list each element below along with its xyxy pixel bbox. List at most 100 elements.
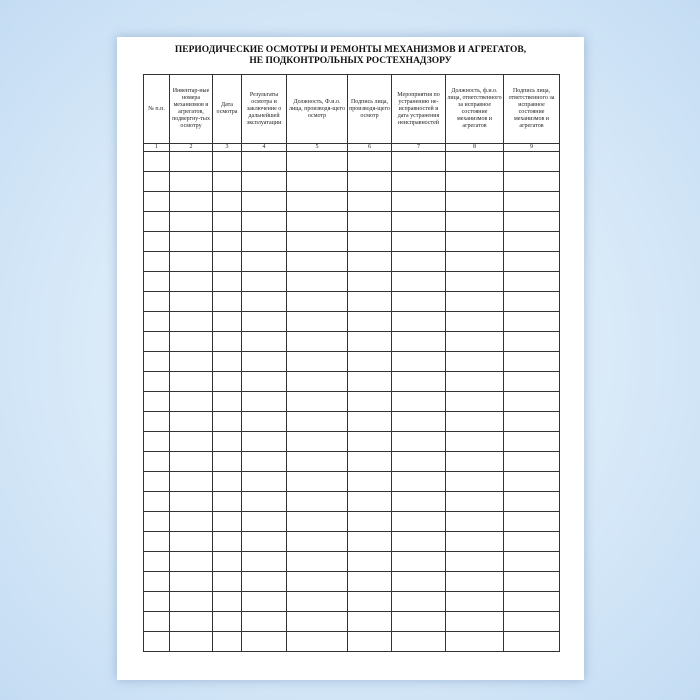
table-cell [212, 411, 242, 432]
table-cell [143, 351, 170, 372]
table-cell [212, 511, 242, 532]
column-header: № п.п. [143, 74, 170, 144]
table-cell [391, 331, 446, 352]
table-cell [169, 491, 213, 512]
table-cell [445, 371, 504, 392]
table-cell [286, 531, 348, 552]
table-cell [347, 351, 392, 372]
table-cell [445, 251, 504, 272]
table-cell [212, 151, 242, 172]
table-cell [391, 451, 446, 472]
table-cell [286, 511, 348, 532]
table-row [143, 251, 560, 272]
table-cell [241, 451, 287, 472]
table-cell [143, 451, 170, 472]
table-cell [241, 471, 287, 492]
table-cell [445, 351, 504, 372]
table-cell [503, 611, 560, 632]
table-cell [143, 231, 170, 252]
table-cell [391, 411, 446, 432]
table-cell [169, 151, 213, 172]
table-cell [143, 471, 170, 492]
table-cell [143, 511, 170, 532]
table-cell [241, 511, 287, 532]
table-cell [241, 431, 287, 452]
table-cell [241, 251, 287, 272]
table-cell [503, 291, 560, 312]
table-cell [445, 511, 504, 532]
table-row [143, 271, 560, 292]
table-cell [503, 491, 560, 512]
column-header: Подпись лица, производя-щего осмотр [347, 74, 392, 144]
table-cell [169, 531, 213, 552]
table-cell [212, 631, 242, 652]
table-cell [503, 511, 560, 532]
table-cell [241, 271, 287, 292]
table-cell [347, 171, 392, 192]
table-cell [503, 271, 560, 292]
table-row [143, 471, 560, 492]
table-cell [445, 491, 504, 512]
table-cell [445, 631, 504, 652]
table-cell [143, 171, 170, 192]
table-row [143, 211, 560, 232]
table-cell [503, 471, 560, 492]
column-header: Подпись лица, ответственного за исправно… [503, 74, 560, 144]
table-cell [169, 451, 213, 472]
title-line-1: ПЕРИОДИЧЕСКИЕ ОСМОТРЫ И РЕМОНТЫ МЕХАНИЗМ… [174, 45, 527, 55]
table-row [143, 491, 560, 512]
table-cell [347, 591, 392, 612]
table-cell [391, 491, 446, 512]
table-cell [286, 491, 348, 512]
table-row [143, 391, 560, 412]
table-cell [391, 151, 446, 172]
table-cell [347, 511, 392, 532]
table-cell [286, 431, 348, 452]
table-cell [143, 251, 170, 272]
table-cell [212, 611, 242, 632]
table-cell [445, 331, 504, 352]
table-row [143, 231, 560, 252]
table-cell [391, 531, 446, 552]
table-cell [503, 591, 560, 612]
table-cell [286, 471, 348, 492]
table-cell [143, 571, 170, 592]
column-header: Дата осмотра [212, 74, 242, 144]
table-row [143, 411, 560, 432]
table-cell [169, 371, 213, 392]
table-cell [212, 471, 242, 492]
table-cell [169, 631, 213, 652]
table-cell [286, 151, 348, 172]
table-cell [143, 591, 170, 612]
table-cell [143, 551, 170, 572]
table-cell [241, 371, 287, 392]
table-cell [169, 611, 213, 632]
table-cell [391, 631, 446, 652]
table-cell [212, 451, 242, 472]
table-cell [503, 551, 560, 572]
table-cell [286, 631, 348, 652]
table-row [143, 511, 560, 532]
table-cell [347, 391, 392, 412]
table-cell [347, 411, 392, 432]
table-cell [391, 271, 446, 292]
table-row [143, 311, 560, 332]
column-number: 6 [347, 143, 392, 152]
table-cell [391, 431, 446, 452]
table-cell [391, 551, 446, 572]
table-cell [241, 311, 287, 332]
column-number: 4 [241, 143, 287, 152]
table-cell [445, 531, 504, 552]
table-row [143, 451, 560, 472]
table-cell [212, 231, 242, 252]
table-row [143, 611, 560, 632]
table-cell [445, 411, 504, 432]
table-cell [212, 391, 242, 412]
table-cell [391, 591, 446, 612]
table-cell [347, 311, 392, 332]
table-cell [445, 551, 504, 572]
table-cell [286, 311, 348, 332]
table-cell [241, 491, 287, 512]
table-cell [143, 151, 170, 172]
table-cell [286, 211, 348, 232]
